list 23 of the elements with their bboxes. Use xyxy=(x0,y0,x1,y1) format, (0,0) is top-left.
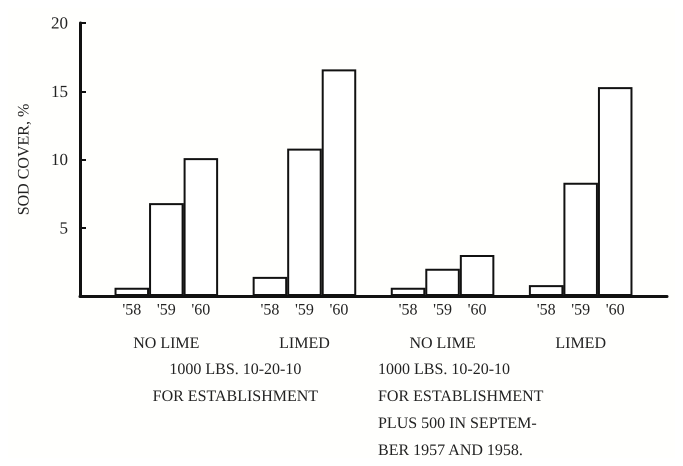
text: 1000 LBS. 10-20-10 FOR ESTABLISHMENT PLUS 500 IN SEPTEM- BER 1957 AND 1958. xyxy=(378,361,544,459)
x-tick-label: '59 xyxy=(156,302,176,318)
x-tick-label: '60 xyxy=(191,302,210,318)
y-tick-label: 15 xyxy=(51,82,68,101)
text: LIMED xyxy=(279,335,330,352)
x-tick-label: '58 xyxy=(536,302,556,318)
text: 1000 LBS. 10-20-10 FOR ESTABLISHMENT xyxy=(152,361,318,405)
text: NO LIME xyxy=(133,335,200,352)
y-tick-label: 20 xyxy=(51,14,68,32)
y-tick-label: 10 xyxy=(51,150,68,169)
x-tick-label: '59 xyxy=(571,302,590,318)
y-tick-label: 5 xyxy=(60,218,68,238)
x-tick-label: '60 xyxy=(606,302,625,318)
x-tick-label: '58 xyxy=(398,302,418,318)
text: NO LIME xyxy=(409,335,476,352)
text: LIMED xyxy=(555,335,606,352)
x-tick-label: '59 xyxy=(294,302,314,318)
x-tick-label: '60 xyxy=(330,302,348,318)
x-tick-label: '58 xyxy=(260,302,280,318)
y-axis-title: SOD COVER, % xyxy=(16,104,32,216)
x-tick-label: '60 xyxy=(468,302,487,318)
x-tick-label: '59 xyxy=(433,302,452,318)
x-tick-label: '58 xyxy=(122,302,142,318)
